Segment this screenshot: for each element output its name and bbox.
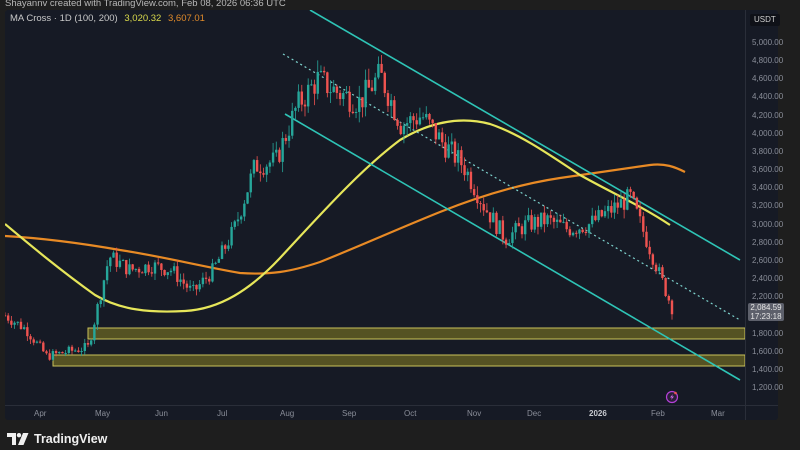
price-tick-label: 1,400.00 xyxy=(752,364,784,374)
current-price-label: 2,084.59 17:23:18 xyxy=(748,303,784,321)
time-axis-label: Dec xyxy=(527,409,542,418)
channel-midline[interactable] xyxy=(282,53,741,321)
time-axis-label: Nov xyxy=(467,409,482,418)
price-axis-divider xyxy=(745,10,746,420)
price-tick-label: 4,200.00 xyxy=(752,110,784,120)
time-axis-label: Oct xyxy=(404,409,417,418)
price-tick-label: 1,200.00 xyxy=(752,383,784,392)
time-axis-label: Feb xyxy=(651,409,665,418)
time-axis-label: 2026 xyxy=(589,409,607,418)
tradingview-logo: TradingView xyxy=(7,432,107,446)
tradingview-logo-text: TradingView xyxy=(34,432,108,446)
time-axis-label: Apr xyxy=(34,409,47,418)
price-tick-label: 3,600.00 xyxy=(752,165,784,175)
price-chart-plot[interactable] xyxy=(5,10,745,405)
price-tick-label: 3,800.00 xyxy=(752,146,784,156)
support-zone-lower[interactable] xyxy=(52,354,745,367)
price-tick-label: 4,800.00 xyxy=(752,56,784,66)
support-zone-upper[interactable] xyxy=(87,327,745,340)
price-tick-label: 3,000.00 xyxy=(752,219,784,229)
price-tick-label: 1,800.00 xyxy=(752,328,784,338)
price-tick-label: 1,600.00 xyxy=(752,346,784,356)
price-tick-label: 5,000.00 xyxy=(752,38,784,47)
time-axis-label: Jul xyxy=(217,409,228,418)
price-tick-label: 2,600.00 xyxy=(752,255,784,265)
price-tick-label: 4,600.00 xyxy=(752,74,784,84)
time-axis-label: Aug xyxy=(280,409,295,418)
attribution-text: Shayannv created with TradingView.com, F… xyxy=(5,0,286,9)
tradingview-logo-icon xyxy=(7,433,29,445)
time-axis-divider xyxy=(5,405,778,406)
current-price-value: 2,084.59 xyxy=(750,303,782,312)
candlestick-series[interactable] xyxy=(5,55,674,361)
ma100-value: 3,020.32 xyxy=(124,13,162,24)
channel-upper-line[interactable] xyxy=(309,10,741,261)
bar-countdown: 17:23:18 xyxy=(750,312,782,321)
time-axis-label: Sep xyxy=(342,409,357,418)
price-tick-label: 2,200.00 xyxy=(752,292,784,302)
time-axis-label: May xyxy=(95,409,111,418)
lightning-event-icon[interactable] xyxy=(665,390,679,404)
chart-frame xyxy=(5,10,778,420)
price-tick-label: 4,400.00 xyxy=(752,92,784,102)
indicator-legend[interactable]: MA Cross · 1D (100, 200) 3,020.32 3,607.… xyxy=(10,13,205,24)
price-tick-label: 2,400.00 xyxy=(752,274,784,284)
time-axis-label: Mar xyxy=(711,409,725,418)
price-tick-label: 3,400.00 xyxy=(752,183,784,193)
ma200-line[interactable] xyxy=(5,163,686,275)
price-tick-label: 3,200.00 xyxy=(752,201,784,211)
price-tick-label: 2,800.00 xyxy=(752,237,784,247)
indicator-title: MA Cross · 1D (100, 200) xyxy=(10,13,118,24)
currency-badge[interactable]: USDT xyxy=(750,14,780,26)
ma200-value: 3,607.01 xyxy=(167,13,205,24)
time-axis-label: Jun xyxy=(155,409,168,418)
price-tick-label: 4,000.00 xyxy=(752,128,784,138)
